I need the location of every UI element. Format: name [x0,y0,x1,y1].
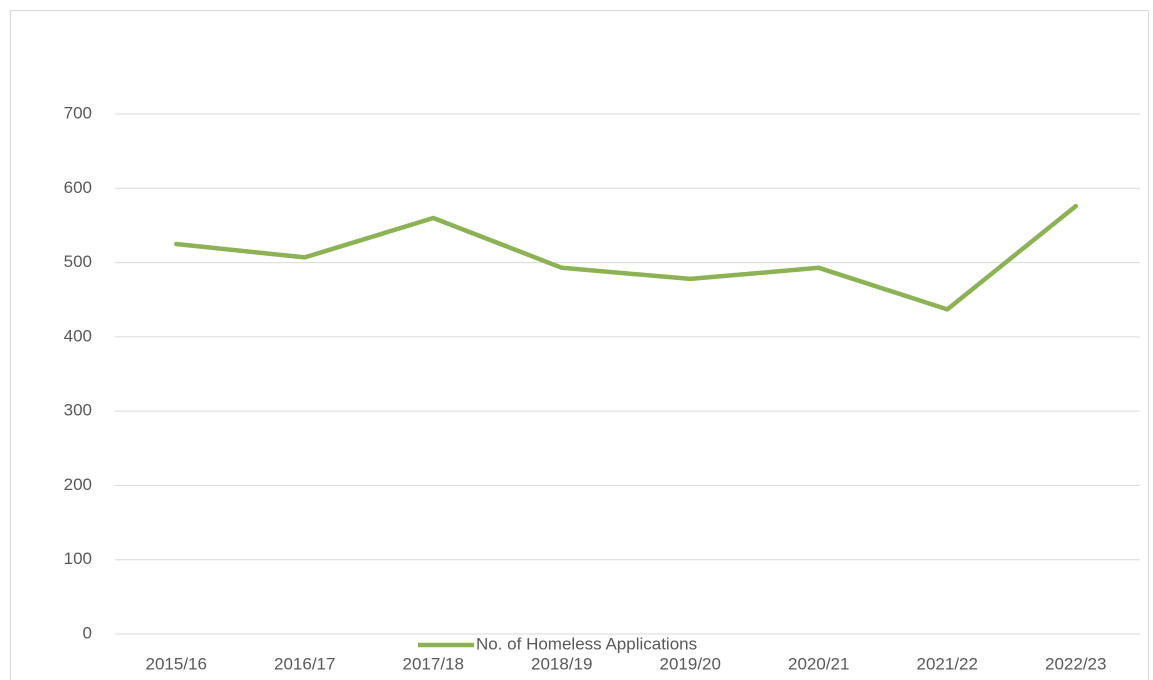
line-series [174,203,1079,312]
y-tick-label: 0 [83,623,92,642]
x-tick-label: 2022/23 [1045,654,1106,673]
x-tick-label: 2016/17 [274,654,335,673]
y-tick-label: 700 [64,103,92,122]
x-tick-label: 2018/19 [531,654,592,673]
y-tick-label: 300 [64,401,92,420]
x-tick-label: 2019/20 [660,654,721,673]
chart-border [10,10,1149,680]
y-tick-label: 200 [64,475,92,494]
legend-label: No. of Homeless Applications [476,634,697,653]
y-tick-label: 100 [64,549,92,568]
y-tick-label: 400 [64,326,92,345]
y-tick-label: 600 [64,178,92,197]
x-tick-label: 2021/22 [917,654,978,673]
y-tick-label: 500 [64,252,92,271]
x-tick-label: 2020/21 [788,654,849,673]
x-tick-label: 2015/16 [146,654,207,673]
x-tick-label: 2017/18 [403,654,464,673]
